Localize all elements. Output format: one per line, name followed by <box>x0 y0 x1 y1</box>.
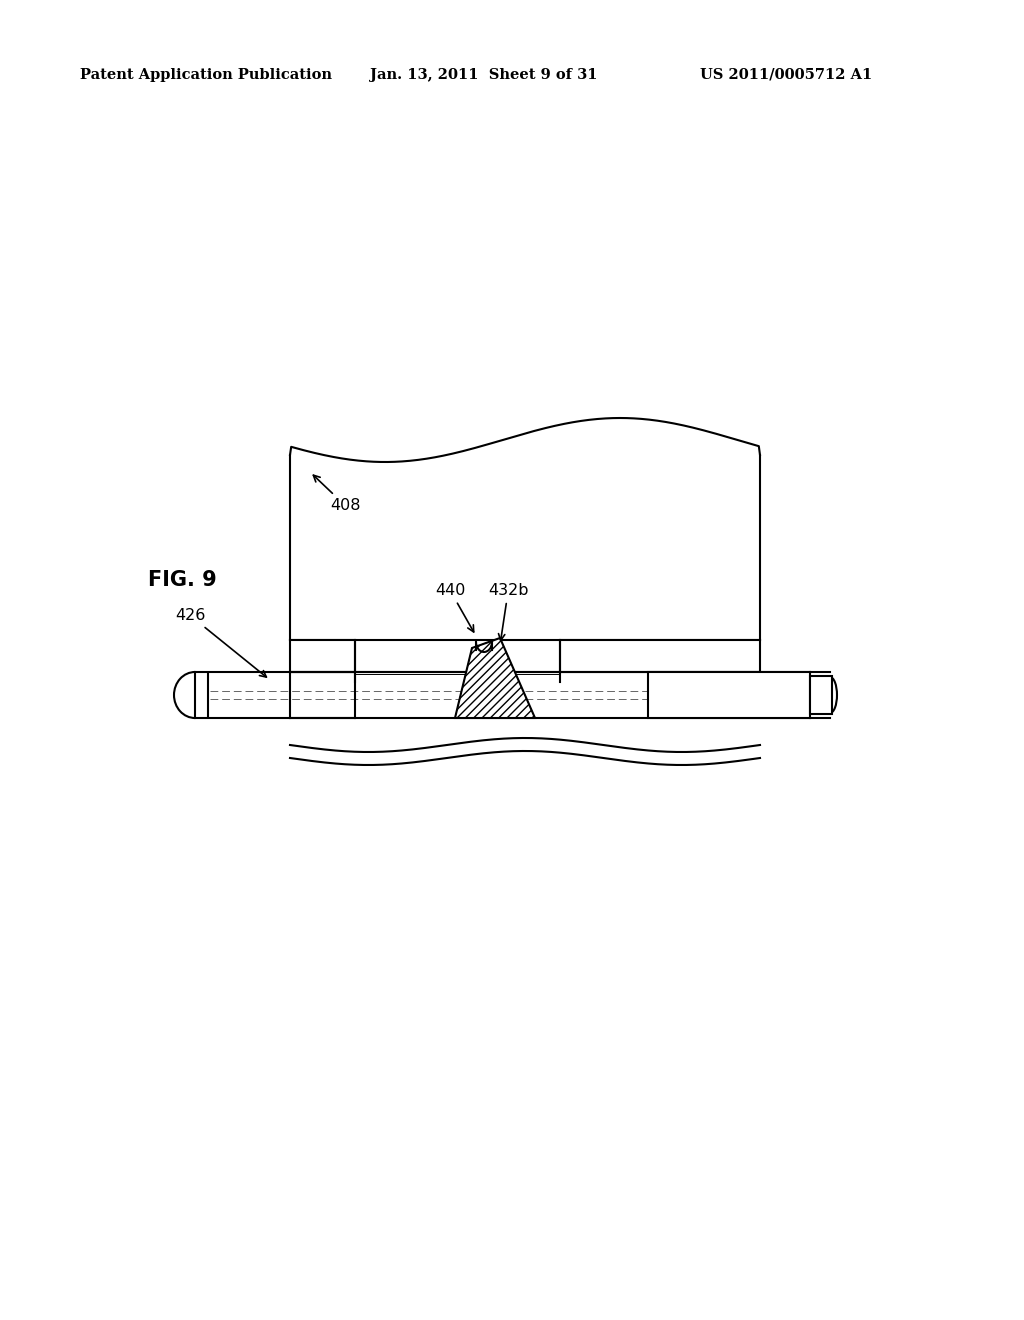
Text: 432b: 432b <box>488 583 528 640</box>
Text: Jan. 13, 2011  Sheet 9 of 31: Jan. 13, 2011 Sheet 9 of 31 <box>370 69 597 82</box>
Bar <box>648 672 810 718</box>
Bar <box>290 640 355 672</box>
Text: 440: 440 <box>435 583 474 632</box>
PathPatch shape <box>455 638 535 718</box>
Text: 408: 408 <box>313 475 360 513</box>
Text: US 2011/0005712 A1: US 2011/0005712 A1 <box>700 69 872 82</box>
Text: Patent Application Publication: Patent Application Publication <box>80 69 332 82</box>
Text: 426: 426 <box>175 609 266 677</box>
Text: FIG. 9: FIG. 9 <box>148 570 217 590</box>
Bar <box>810 676 831 714</box>
Bar <box>560 640 760 672</box>
